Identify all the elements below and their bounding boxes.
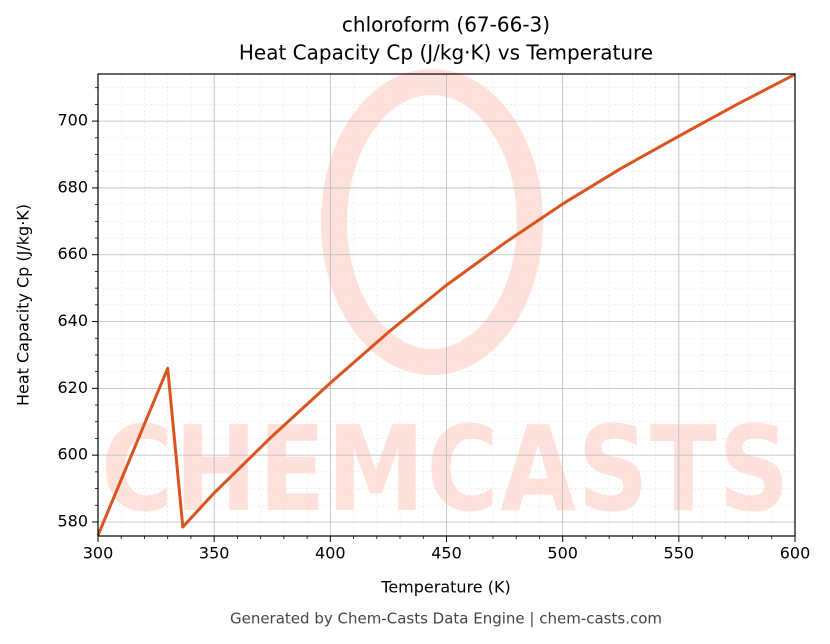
x-tick-label: 550 [664, 544, 695, 563]
x-axis-label: Temperature (K) [380, 578, 510, 597]
x-tick-label: 600 [780, 544, 811, 563]
y-tick-label: 580 [57, 511, 88, 530]
line-series [96, 73, 796, 536]
watermark-group: CHEMCASTS [101, 69, 791, 538]
x-tick-label: 300 [83, 544, 114, 563]
y-tick-label: 680 [57, 177, 88, 196]
y-tick-label: 620 [57, 378, 88, 397]
y-tick-label: 700 [57, 111, 88, 130]
x-tick-label: 350 [199, 544, 230, 563]
y-tick-label: 600 [57, 445, 88, 464]
x-tick-label: 400 [315, 544, 346, 563]
footer: Generated by Chem-Casts Data Engine | ch… [230, 610, 662, 628]
chart-subtitle: Heat Capacity Cp (J/kg·K) vs Temperature [239, 41, 653, 65]
watermark: CHEMCASTS [101, 400, 791, 538]
plot-frame [97, 73, 796, 537]
x-tick-label: 450 [431, 544, 462, 563]
watermark-ring [321, 69, 543, 375]
y-tick-label: 640 [57, 311, 88, 330]
y-tick-label: 660 [57, 244, 88, 263]
chart-title: chloroform (67-66-3) [342, 13, 550, 37]
y-axis-label: Heat Capacity Cp (J/kg·K) [14, 204, 33, 406]
x-tick-label: 500 [547, 544, 578, 563]
